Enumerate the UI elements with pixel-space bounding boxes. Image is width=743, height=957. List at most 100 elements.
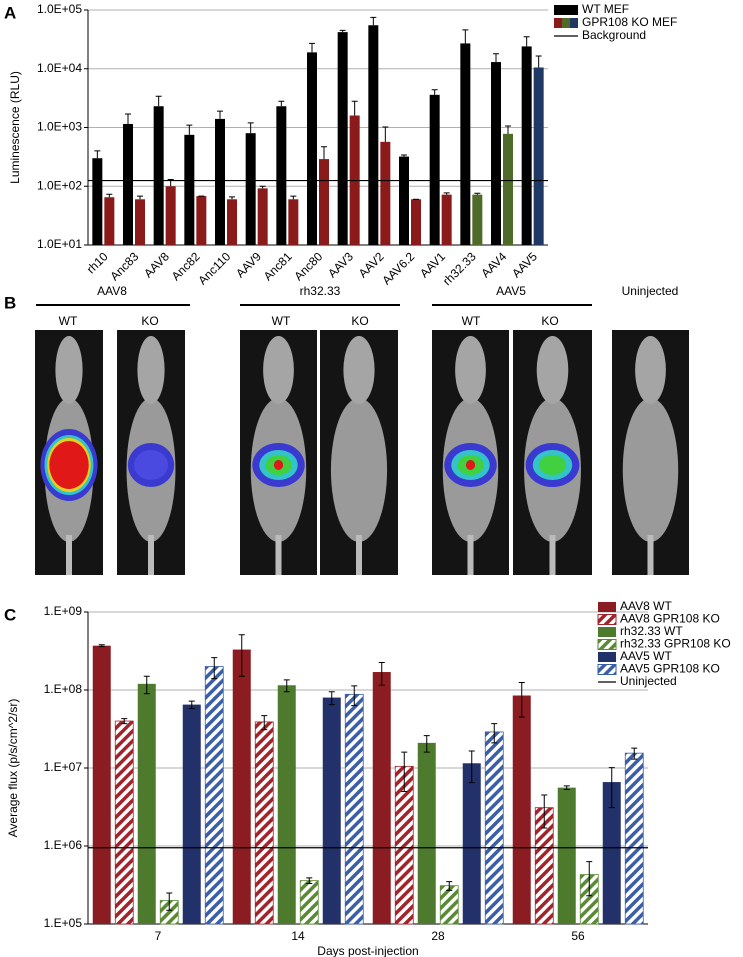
y-tick-label: 1.0E+05 xyxy=(37,2,82,16)
error-bar xyxy=(229,196,235,200)
error-bar xyxy=(259,185,266,189)
x-tick-label: rh32.33 xyxy=(440,249,479,288)
signal-red xyxy=(49,441,89,489)
bar xyxy=(299,880,319,925)
error-bar xyxy=(186,124,193,135)
error-bar xyxy=(106,193,113,198)
condition-label: WT xyxy=(462,314,481,328)
bar xyxy=(135,199,145,245)
error-bar xyxy=(283,679,290,693)
condition-label: KO xyxy=(351,314,368,328)
bar xyxy=(204,666,224,925)
x-tick-label: AAV5 xyxy=(509,249,540,280)
x-tick-label: Anc110 xyxy=(195,249,233,287)
legend-label: GPR108 KO MEF xyxy=(582,15,677,29)
mouse-head xyxy=(263,336,294,404)
error-bar xyxy=(94,150,101,159)
bar xyxy=(307,52,317,245)
bar xyxy=(137,683,156,924)
x-tick-label: Anc81 xyxy=(261,249,295,283)
panel-letter: B xyxy=(4,293,16,312)
bar xyxy=(624,752,644,925)
error-bar xyxy=(631,747,638,760)
error-bar xyxy=(290,195,297,200)
bar xyxy=(254,721,274,925)
bar xyxy=(288,199,299,245)
error-bar xyxy=(309,42,315,53)
mouse-head xyxy=(635,336,666,404)
error-bar xyxy=(121,718,128,725)
bar xyxy=(165,186,176,245)
x-tick-label: 7 xyxy=(155,929,162,943)
x-tick-label: AAV6.2 xyxy=(379,249,417,287)
x-tick-label: AAV9 xyxy=(233,249,264,280)
error-bar xyxy=(443,192,450,195)
error-bar xyxy=(563,785,570,791)
error-bar xyxy=(155,95,162,107)
legend-swatch xyxy=(554,18,562,28)
bar xyxy=(491,62,501,245)
bar xyxy=(472,194,483,245)
bar xyxy=(602,782,621,924)
y-axis-label: Average flux (p/s/cm^2/sr) xyxy=(6,699,20,838)
bar xyxy=(521,46,532,245)
error-bar xyxy=(535,55,542,68)
error-bar xyxy=(382,126,389,142)
error-bar xyxy=(401,154,407,157)
error-bar xyxy=(339,29,346,33)
error-bar xyxy=(423,735,430,753)
mouse-head xyxy=(137,336,165,404)
condition-label: WT xyxy=(59,314,78,328)
bar xyxy=(411,199,421,245)
error-bar xyxy=(462,29,469,44)
mouse-tail xyxy=(148,535,154,575)
mouse-tail xyxy=(549,535,556,575)
x-tick-label: 56 xyxy=(571,929,585,943)
legend-swatch xyxy=(562,18,570,28)
x-tick-label: AAV8 xyxy=(141,249,172,280)
error-bar xyxy=(491,723,498,744)
signal-cyan xyxy=(134,450,168,480)
mouse-head xyxy=(343,336,375,404)
bar xyxy=(344,693,364,925)
panel-letter: A xyxy=(4,3,16,22)
bar xyxy=(182,704,201,924)
legend-label: Uninjected xyxy=(620,674,677,688)
x-tick-label: Anc83 xyxy=(107,249,141,283)
bar xyxy=(372,672,391,924)
x-tick-label: AAV4 xyxy=(478,249,509,280)
mouse-tail xyxy=(467,535,474,575)
error-bar xyxy=(446,881,453,891)
legend-label: rh32.33 GPR108 KO xyxy=(620,637,731,651)
error-bar xyxy=(608,767,615,809)
x-tick-label: AAV3 xyxy=(325,249,356,280)
error-bar xyxy=(474,192,481,195)
bar xyxy=(123,123,133,245)
error-bar xyxy=(98,644,105,648)
mouse-head xyxy=(536,336,569,404)
error-bar xyxy=(188,700,195,709)
bar xyxy=(322,697,341,924)
error-bar xyxy=(211,657,218,680)
legend-swatch xyxy=(554,5,578,15)
error-bar xyxy=(166,892,173,911)
bar xyxy=(196,196,207,245)
bar xyxy=(368,25,379,245)
bar xyxy=(439,885,459,925)
legend-label: AAV5 GPR108 KO xyxy=(620,662,720,676)
mouse-tail xyxy=(356,535,362,575)
y-tick-label: 1.E+08 xyxy=(44,682,83,696)
bar xyxy=(104,197,115,245)
x-tick-label: Anc80 xyxy=(291,249,325,283)
error-bar xyxy=(351,100,358,116)
legend-swatch xyxy=(598,602,616,612)
bar xyxy=(441,194,452,245)
mouse-body xyxy=(330,398,388,542)
error-bar xyxy=(351,685,358,707)
bar xyxy=(512,695,531,924)
signal-green xyxy=(539,455,566,475)
signal-red xyxy=(465,460,476,470)
y-axis-label: Luminescence (RLU) xyxy=(8,71,22,184)
mouse-tail xyxy=(275,535,282,575)
y-tick-label: 1.E+06 xyxy=(44,838,83,852)
